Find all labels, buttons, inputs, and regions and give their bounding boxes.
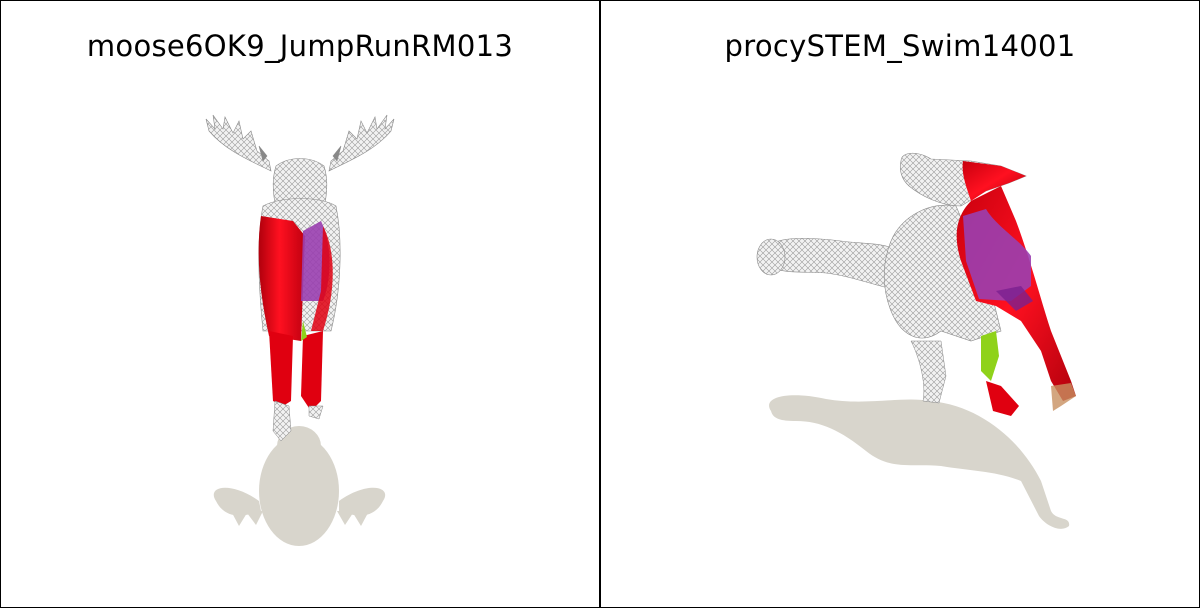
procyon-render — [756, 152, 1076, 529]
procyon-shadow — [769, 395, 1070, 529]
moose-legs — [269, 321, 324, 442]
moose-shadow — [213, 426, 386, 546]
procyon-colored-side — [956, 186, 1076, 416]
procyon-tail — [756, 237, 907, 292]
panel-moose: moose6OK9_JumpRunRM013 — [1, 1, 599, 607]
moose-body — [258, 198, 341, 341]
panel-title: moose6OK9_JumpRunRM013 — [86, 29, 514, 63]
panel-divider — [599, 0, 601, 608]
moose-antlers — [205, 114, 395, 172]
panel-title: procySTEM_Swim14001 — [724, 29, 1076, 63]
procyon-body — [883, 204, 1002, 404]
moose-render — [205, 114, 395, 546]
procyon-head — [899, 152, 1027, 207]
panel-procyon: procySTEM_Swim14001 — [601, 1, 1199, 607]
